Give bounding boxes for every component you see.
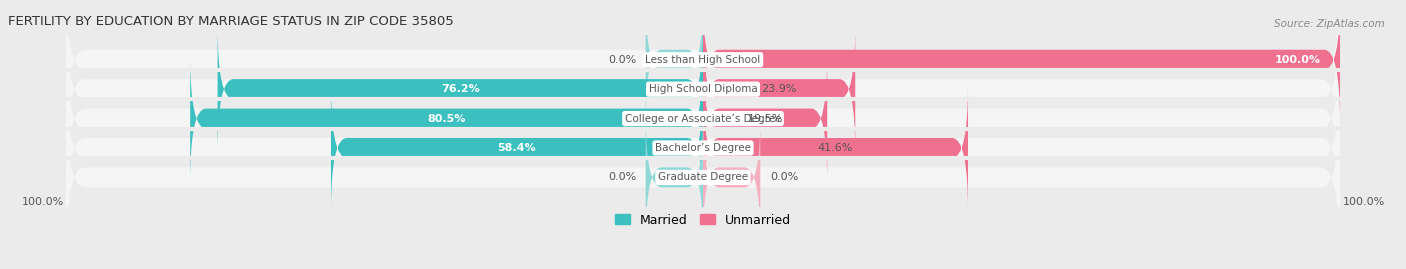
Text: 100.0%: 100.0% bbox=[21, 197, 63, 207]
Text: 80.5%: 80.5% bbox=[427, 114, 465, 123]
Text: 58.4%: 58.4% bbox=[498, 143, 536, 153]
FancyBboxPatch shape bbox=[66, 40, 1340, 197]
FancyBboxPatch shape bbox=[66, 11, 1340, 167]
Text: 23.9%: 23.9% bbox=[762, 84, 797, 94]
FancyBboxPatch shape bbox=[66, 99, 1340, 256]
FancyBboxPatch shape bbox=[645, 0, 703, 123]
Text: Source: ZipAtlas.com: Source: ZipAtlas.com bbox=[1274, 19, 1385, 29]
Text: College or Associate’s Degree: College or Associate’s Degree bbox=[624, 114, 782, 123]
FancyBboxPatch shape bbox=[703, 114, 761, 241]
Text: 19.5%: 19.5% bbox=[748, 114, 783, 123]
Legend: Married, Unmarried: Married, Unmarried bbox=[610, 208, 796, 232]
FancyBboxPatch shape bbox=[66, 0, 1340, 138]
FancyBboxPatch shape bbox=[645, 114, 703, 241]
FancyBboxPatch shape bbox=[190, 55, 703, 182]
Text: FERTILITY BY EDUCATION BY MARRIAGE STATUS IN ZIP CODE 35805: FERTILITY BY EDUCATION BY MARRIAGE STATU… bbox=[8, 15, 454, 28]
FancyBboxPatch shape bbox=[703, 0, 1340, 123]
Text: 100.0%: 100.0% bbox=[1343, 197, 1385, 207]
Text: Less than High School: Less than High School bbox=[645, 55, 761, 65]
Text: 0.0%: 0.0% bbox=[607, 55, 636, 65]
Text: High School Diploma: High School Diploma bbox=[648, 84, 758, 94]
Text: 100.0%: 100.0% bbox=[1275, 55, 1320, 65]
FancyBboxPatch shape bbox=[703, 84, 967, 211]
FancyBboxPatch shape bbox=[703, 26, 855, 153]
FancyBboxPatch shape bbox=[330, 84, 703, 211]
Text: 0.0%: 0.0% bbox=[770, 172, 799, 182]
Text: Graduate Degree: Graduate Degree bbox=[658, 172, 748, 182]
FancyBboxPatch shape bbox=[218, 26, 703, 153]
Text: 76.2%: 76.2% bbox=[441, 84, 479, 94]
Text: 0.0%: 0.0% bbox=[607, 172, 636, 182]
Text: 41.6%: 41.6% bbox=[818, 143, 853, 153]
FancyBboxPatch shape bbox=[66, 70, 1340, 226]
Text: Bachelor’s Degree: Bachelor’s Degree bbox=[655, 143, 751, 153]
FancyBboxPatch shape bbox=[703, 55, 827, 182]
